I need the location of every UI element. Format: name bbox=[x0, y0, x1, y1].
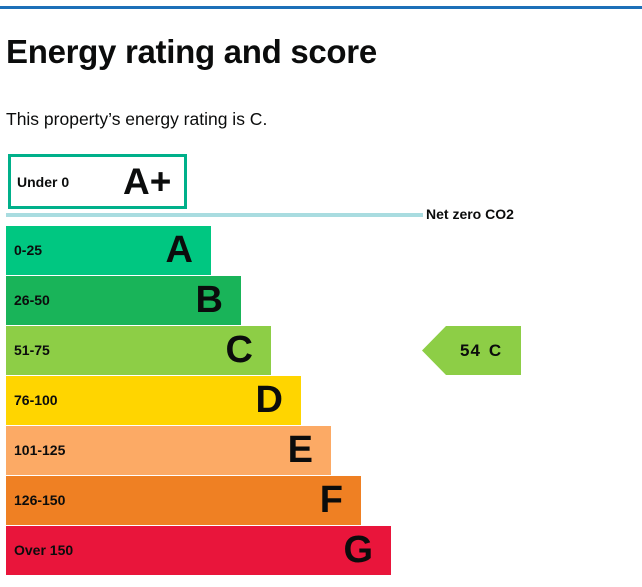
aplus-band-letter: A+ bbox=[123, 161, 172, 202]
energy-rating-summary: This property’s energy rating is C. bbox=[6, 109, 268, 129]
net-zero-line bbox=[6, 213, 423, 217]
current-rating-letter: C bbox=[488, 341, 503, 360]
aplus-band: Under 0 A+ bbox=[8, 154, 187, 209]
band-letter: E bbox=[287, 429, 313, 471]
band-d: 76-100 D bbox=[6, 376, 301, 425]
net-zero-label: Net zero CO2 bbox=[426, 206, 514, 222]
band-letter: D bbox=[255, 379, 283, 421]
current-rating-text: 54 C bbox=[460, 341, 510, 361]
band-range: 51-75 bbox=[14, 342, 50, 358]
band-range: 0-25 bbox=[14, 242, 43, 258]
band-range: 76-100 bbox=[14, 392, 58, 408]
band-b: 26-50 B bbox=[6, 276, 241, 325]
band-letter: G bbox=[343, 529, 373, 571]
aplus-band-range: Under 0 bbox=[17, 174, 70, 190]
band-letter: C bbox=[225, 329, 253, 371]
band-e: 101-125 E bbox=[6, 426, 331, 475]
rating-arrow-shape bbox=[422, 326, 521, 375]
current-rating-indicator: 54 C bbox=[422, 326, 521, 375]
page-title: Energy rating and score bbox=[6, 33, 377, 70]
top-rule bbox=[0, 6, 642, 9]
band-letter: A bbox=[165, 229, 193, 271]
band-range: 26-50 bbox=[14, 292, 50, 308]
band-range: 101-125 bbox=[14, 442, 66, 458]
band-f: 126-150 F bbox=[6, 476, 361, 525]
band-a: 0-25 A bbox=[6, 226, 211, 275]
band-letter: F bbox=[319, 479, 343, 521]
band-g: Over 150 G bbox=[6, 526, 391, 575]
band-range: Over 150 bbox=[14, 542, 74, 558]
band-letter: B bbox=[195, 279, 223, 321]
band-c: 51-75 C bbox=[6, 326, 271, 375]
current-rating-score: 54 bbox=[460, 341, 481, 360]
band-range: 126-150 bbox=[14, 492, 66, 508]
